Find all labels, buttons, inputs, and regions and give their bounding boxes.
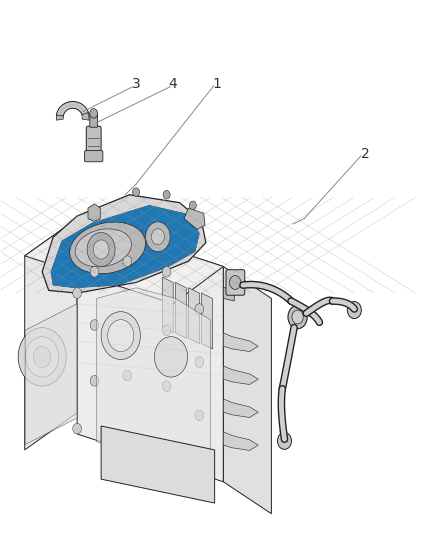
Polygon shape	[57, 115, 63, 120]
Polygon shape	[101, 426, 215, 503]
Circle shape	[123, 370, 132, 381]
Polygon shape	[25, 304, 77, 445]
Circle shape	[154, 337, 187, 377]
Polygon shape	[223, 266, 272, 514]
Circle shape	[195, 357, 204, 368]
Polygon shape	[57, 101, 88, 116]
FancyBboxPatch shape	[85, 151, 103, 162]
Circle shape	[189, 201, 196, 209]
Polygon shape	[201, 293, 212, 349]
Circle shape	[278, 432, 291, 449]
Circle shape	[162, 381, 171, 391]
FancyBboxPatch shape	[90, 114, 98, 127]
Circle shape	[195, 410, 204, 421]
FancyBboxPatch shape	[226, 270, 245, 295]
Polygon shape	[97, 288, 210, 463]
Circle shape	[151, 229, 164, 245]
Circle shape	[90, 109, 98, 118]
Text: 2: 2	[361, 147, 370, 161]
Polygon shape	[25, 219, 77, 450]
Polygon shape	[88, 204, 100, 221]
Circle shape	[292, 310, 303, 324]
Text: 4: 4	[169, 77, 177, 91]
Circle shape	[18, 328, 66, 386]
Polygon shape	[188, 288, 199, 344]
Circle shape	[230, 276, 241, 289]
Circle shape	[162, 325, 171, 336]
Circle shape	[33, 346, 51, 368]
Polygon shape	[223, 399, 258, 417]
Circle shape	[25, 337, 59, 377]
FancyBboxPatch shape	[86, 126, 101, 157]
Polygon shape	[184, 208, 205, 229]
Circle shape	[288, 305, 307, 329]
Circle shape	[93, 240, 109, 259]
Circle shape	[146, 222, 170, 252]
Circle shape	[90, 266, 99, 277]
Circle shape	[101, 312, 141, 360]
Circle shape	[73, 288, 81, 298]
Circle shape	[108, 320, 134, 352]
Circle shape	[347, 302, 361, 319]
Polygon shape	[223, 333, 258, 352]
Ellipse shape	[75, 229, 131, 267]
Circle shape	[162, 266, 171, 277]
Circle shape	[73, 423, 81, 434]
Polygon shape	[223, 432, 258, 450]
Circle shape	[163, 190, 170, 199]
Text: 3: 3	[132, 77, 141, 91]
Polygon shape	[25, 219, 223, 304]
Polygon shape	[175, 282, 186, 338]
Circle shape	[195, 304, 204, 314]
Circle shape	[87, 232, 115, 266]
Circle shape	[123, 314, 132, 325]
Polygon shape	[51, 205, 199, 288]
Polygon shape	[42, 195, 206, 293]
Circle shape	[123, 256, 132, 266]
Polygon shape	[223, 366, 258, 384]
Polygon shape	[77, 219, 223, 482]
Circle shape	[90, 375, 99, 386]
Polygon shape	[82, 112, 89, 120]
Circle shape	[133, 188, 140, 196]
Ellipse shape	[70, 222, 145, 274]
Circle shape	[90, 320, 99, 330]
Polygon shape	[51, 205, 199, 288]
Polygon shape	[223, 288, 234, 301]
Text: 1: 1	[212, 77, 221, 91]
Polygon shape	[162, 277, 173, 333]
